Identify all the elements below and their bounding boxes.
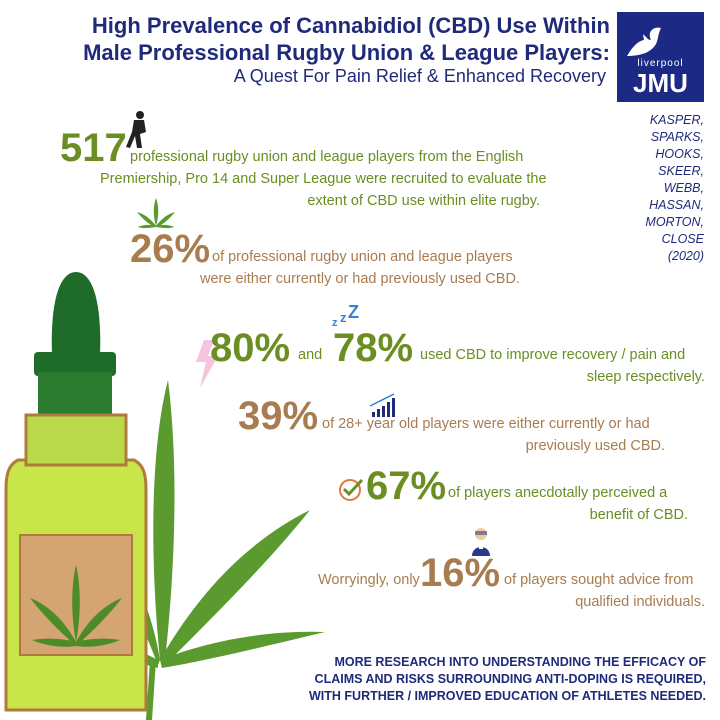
stat-80-text-1: used CBD to improve recovery / pain and <box>420 347 686 363</box>
stat-26-text-2: were either currently or had previously … <box>200 271 520 287</box>
stat-16-text-2: qualified individuals. <box>575 594 705 610</box>
page-subtitle: A Quest For Pain Relief & Enhanced Recov… <box>233 66 606 86</box>
stat-517-value: 517 <box>60 126 127 170</box>
author: CLOSE <box>661 232 704 246</box>
stat-80-and: and <box>298 347 323 363</box>
stat-517-text-1: professional rugby union and league play… <box>130 149 524 165</box>
author: WEBB, <box>663 181 704 195</box>
author: KASPER, <box>649 113 704 127</box>
stat-517-text-2: Premiership, Pro 14 and Super League wer… <box>100 171 547 187</box>
stat-16-prefix: Worryingly, only <box>318 572 420 588</box>
logo-big-text: JMU <box>633 68 688 98</box>
author: MORTON, <box>645 215 704 229</box>
author: HASSAN, <box>649 198 704 212</box>
authors-list: KASPER, SPARKS, HOOKS, SKEER, WEBB, HASS… <box>612 112 704 265</box>
ljmu-logo: liverpool JMU <box>617 12 704 102</box>
title-line-2: Male Professional Rugby Union & League P… <box>83 40 610 65</box>
logo-small-text: liverpool <box>637 58 684 69</box>
page-title: High Prevalence of Cannabidiol (CBD) Use… <box>20 12 610 66</box>
stat-16-text-1: of players sought advice from <box>504 572 694 588</box>
stat-517-text-3: extent of CBD use within elite rugby. <box>307 193 540 209</box>
author: HOOKS, <box>655 147 704 161</box>
sleep-zzz-icon: z z Z <box>332 302 359 328</box>
stat-39-text-1: of 28+ year old players were either curr… <box>322 416 650 432</box>
stat-39-text-2: previously used CBD. <box>525 438 665 454</box>
advisor-person-icon <box>472 528 490 556</box>
title-line-1: High Prevalence of Cannabidiol (CBD) Use… <box>91 13 610 38</box>
cannabis-leaf-icon <box>137 198 175 229</box>
svg-text:Z: Z <box>348 302 359 322</box>
conclusion-statement: MORE RESEARCH INTO UNDERSTANDING THE EFF… <box>300 654 706 705</box>
rugby-player-icon <box>126 111 146 148</box>
stat-80-text-2: sleep respectively. <box>586 369 705 385</box>
stat-78-value: 78% <box>333 326 414 370</box>
label-cannabis-leaf-icon <box>30 565 122 647</box>
bar-growth-icon <box>369 393 395 417</box>
author-year: (2020) <box>667 249 704 263</box>
stat-67-text-1: of players anecdotally perceived a <box>448 485 668 501</box>
conclusion-line-2: CLAIMS AND RISKS SURROUNDING ANTI-DOPING… <box>314 672 706 686</box>
cbd-bottle-illustration <box>4 272 325 720</box>
author: SKEER, <box>658 164 704 178</box>
stat-26-value: 26% <box>130 227 211 271</box>
stat-39-value: 39% <box>238 394 319 438</box>
conclusion-line-3: WITH FURTHER / IMPROVED EDUCATION OF ATH… <box>309 689 706 703</box>
stat-67-value: 67% <box>366 464 447 508</box>
lightning-icon <box>196 340 218 388</box>
author: SPARKS, <box>650 130 704 144</box>
svg-text:z: z <box>332 317 338 328</box>
stat-16-value: 16% <box>420 551 501 595</box>
stat-67-text-2: benefit of CBD. <box>589 507 688 523</box>
svg-text:z: z <box>340 310 347 325</box>
liver-bird-icon <box>627 27 661 56</box>
stat-26-text-1: of professional rugby union and league p… <box>212 249 513 265</box>
checkmark-icon <box>339 478 364 501</box>
conclusion-line-1: MORE RESEARCH INTO UNDERSTANDING THE EFF… <box>334 655 706 669</box>
stat-80-value: 80% <box>210 326 291 370</box>
